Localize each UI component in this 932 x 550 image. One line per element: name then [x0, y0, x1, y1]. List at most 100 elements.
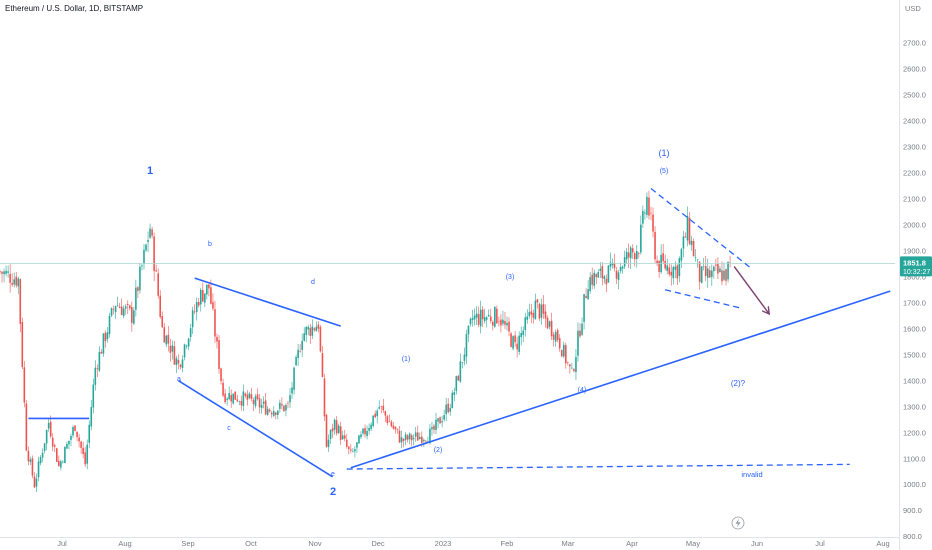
candle: [41, 448, 44, 463]
candle: [216, 333, 218, 349]
candle: [96, 364, 99, 378]
candle: [524, 312, 527, 337]
candle: [362, 427, 364, 436]
price-label: 1851.8 10:32:27: [900, 256, 932, 277]
candle: [504, 311, 506, 329]
candle: [76, 431, 78, 442]
triangle-lower-line[interactable]: [178, 380, 334, 478]
candle: [532, 309, 535, 324]
candle-countdown: 10:32:27: [903, 269, 930, 276]
candle: [725, 268, 727, 286]
candle: [591, 267, 593, 290]
candle: [625, 248, 628, 265]
candle: [323, 373, 326, 421]
wave-label-minor-4: (4): [578, 387, 587, 394]
candle: [603, 275, 606, 284]
candle: [321, 346, 324, 378]
candle: [66, 441, 68, 450]
candle: [560, 349, 563, 357]
candle: [418, 432, 421, 440]
y-tick-label: 900.0: [903, 506, 922, 515]
candle: [370, 422, 372, 431]
candle: [544, 304, 547, 328]
candle: [43, 443, 46, 454]
candle: [694, 249, 697, 262]
candle: [654, 226, 656, 264]
candle: [204, 293, 206, 308]
candle: [315, 321, 318, 332]
candle: [607, 264, 610, 283]
candle: [715, 258, 717, 271]
lightning-icon[interactable]: [731, 516, 745, 530]
candle: [49, 415, 52, 439]
candle: [51, 432, 54, 452]
candle: [650, 206, 652, 221]
candle: [303, 327, 305, 342]
candle: [406, 433, 409, 443]
channel-lower-line[interactable]: [665, 289, 741, 309]
candle: [394, 426, 397, 434]
candle: [305, 325, 308, 343]
candle: [666, 258, 669, 275]
y-tick-label: 2700.0: [903, 39, 926, 48]
candle: [208, 284, 210, 297]
candle: [185, 344, 188, 349]
candle: [82, 441, 84, 459]
triangle-upper-line[interactable]: [194, 277, 341, 327]
candle: [333, 418, 336, 435]
price-axis[interactable]: USD 800.0 900.0 1000.0 1100.0 1200.0 1300.0 140…: [899, 0, 932, 550]
candle: [64, 445, 66, 464]
candle: [25, 400, 28, 452]
candle: [232, 393, 235, 405]
candle: [131, 301, 133, 332]
wave-label-a: a: [177, 376, 181, 383]
candle: [214, 300, 216, 343]
candle: [139, 263, 141, 294]
channel-upper-line[interactable]: [650, 187, 751, 269]
candle: [335, 416, 338, 436]
candle: [45, 429, 48, 451]
candle: [135, 279, 137, 317]
candle: [455, 375, 458, 395]
candle: [435, 412, 437, 435]
candle: [228, 386, 230, 400]
candle: [660, 244, 662, 274]
candle: [427, 436, 429, 443]
candle: [112, 305, 115, 315]
x-tick-label: Oct: [245, 539, 258, 548]
y-tick-label: 2200.0: [903, 168, 926, 177]
wave-label-minor-1: (1): [402, 356, 411, 363]
wave-label-d: d: [311, 279, 315, 286]
candle: [536, 298, 539, 309]
candle: [88, 420, 91, 449]
y-tick-label: 1300.0: [903, 402, 926, 411]
candle: [376, 408, 379, 424]
time-axis[interactable]: Jul Aug Sep Oct Nov Dec 2023 Feb Mar Apr May Jun Jul…: [0, 537, 900, 549]
candle: [74, 424, 76, 432]
candle: [581, 317, 583, 336]
candle: [481, 306, 484, 327]
candle: [682, 230, 685, 258]
candle: [80, 440, 82, 454]
candle: [240, 395, 243, 411]
candle: [242, 384, 245, 412]
candle: [538, 302, 541, 322]
y-tick-label: 1700.0: [903, 298, 926, 307]
support-trendline[interactable]: [350, 290, 891, 469]
candle: [246, 390, 249, 406]
x-tick-label: Jun: [751, 539, 763, 548]
candle: [463, 347, 466, 366]
wave-label-minor-3: (3): [506, 274, 515, 281]
candle: [719, 265, 721, 273]
candle: [408, 432, 411, 445]
candle: [674, 261, 677, 279]
invalidation-line[interactable]: [346, 463, 850, 470]
candle: [589, 272, 591, 294]
forecast-arrow[interactable]: [733, 265, 768, 313]
candle: [143, 243, 145, 270]
candle: [163, 322, 166, 343]
candle: [451, 390, 454, 409]
candle: [467, 325, 470, 343]
candle: [17, 276, 20, 295]
